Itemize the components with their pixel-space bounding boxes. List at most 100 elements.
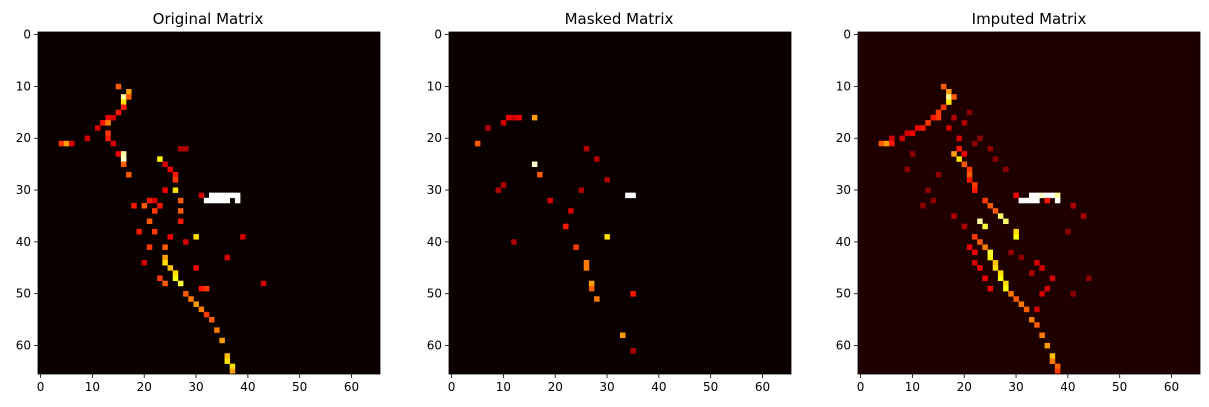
heatmap-cell xyxy=(1039,291,1045,297)
x-ticks-masked: 0 10 20 30 40 50 60 xyxy=(448,374,770,394)
heatmap-cell xyxy=(583,146,590,152)
heatmap-cell xyxy=(219,337,225,344)
heatmap-cell xyxy=(100,120,106,126)
heatmap-cell xyxy=(956,156,962,162)
panel-title-original: Original Matrix xyxy=(153,10,264,28)
heatmap-cell xyxy=(977,218,983,225)
y-tick-label: 60 xyxy=(427,339,442,353)
heatmap-cell xyxy=(961,223,968,230)
heatmap-cell xyxy=(162,280,168,287)
heatmap-cell xyxy=(1034,260,1040,266)
panel-original-matrix: Original Matrix 0 10 20 30 40 50 60 0 10 20 30 40 5… xyxy=(16,10,381,394)
x-tick-label: 60 xyxy=(755,380,770,394)
heatmap-cell xyxy=(1049,192,1056,199)
heatmap-cell xyxy=(1018,301,1025,307)
heatmap-cell xyxy=(920,125,926,131)
heatmap-cell xyxy=(95,125,101,131)
heatmap-cell xyxy=(972,260,978,266)
heatmap-cell xyxy=(183,146,189,152)
heatmap-cell xyxy=(573,244,579,250)
x-tick-label: 0 xyxy=(857,380,865,394)
y-tick-label: 0 xyxy=(23,28,31,42)
x-tick-label: 0 xyxy=(37,380,45,394)
y-ticks-imputed: 0 10 20 30 40 50 60 xyxy=(836,28,858,353)
heatmap-cell xyxy=(224,192,231,199)
heatmap-cell xyxy=(961,161,968,168)
panel-title-masked: Masked Matrix xyxy=(565,10,674,28)
heatmap-cell xyxy=(930,197,937,204)
heatmap-cell xyxy=(630,291,636,297)
heatmap-cell xyxy=(1013,234,1019,240)
y-tick-label: 20 xyxy=(427,131,442,145)
heatmap-cell xyxy=(1034,322,1040,328)
heatmap-cell xyxy=(992,208,999,214)
x-tick-label: 30 xyxy=(1008,380,1023,394)
heatmap-cell xyxy=(972,140,978,147)
heatmap-cell xyxy=(1044,197,1051,204)
heatmap-cell xyxy=(946,94,952,100)
heatmap-cell xyxy=(951,213,957,219)
y-tick-label: 20 xyxy=(16,131,31,145)
heatmap-cell xyxy=(987,249,994,256)
heatmap-cell xyxy=(105,120,111,126)
heatmap-cell xyxy=(1049,358,1056,364)
heatmap-cell xyxy=(126,171,132,178)
heatmap-cell xyxy=(966,166,973,173)
axes-frame-masked xyxy=(448,31,792,375)
heatmap-cell xyxy=(1054,363,1061,370)
heatmap-cell xyxy=(982,223,988,230)
heatmap-cell xyxy=(500,120,507,126)
heatmap-cell xyxy=(997,270,1004,276)
x-tick-label: 20 xyxy=(957,380,972,394)
heatmap-cell xyxy=(987,285,994,292)
heatmap-cell xyxy=(1003,280,1009,287)
y-tick-label: 50 xyxy=(427,287,442,301)
heatmap-cell xyxy=(209,192,215,199)
heatmap-cell xyxy=(188,296,194,302)
heatmap-cell xyxy=(152,197,158,204)
heatmap-cell xyxy=(1065,228,1071,235)
axes-frame-original xyxy=(37,31,381,375)
heatmap-cell xyxy=(500,182,507,188)
heatmap-cell xyxy=(620,332,626,339)
heatmap-cell xyxy=(997,213,1004,219)
heatmap-cell xyxy=(1029,192,1035,199)
heatmap-cell xyxy=(105,135,111,142)
heatmap-cell xyxy=(982,244,988,250)
panel-masked-matrix: Masked Matrix 0 10 20 30 40 50 60 0 10 20 30 40 50 6… xyxy=(427,10,792,394)
heatmap-cell xyxy=(58,140,65,147)
y-tick-label: 10 xyxy=(836,79,851,93)
heatmap-cell xyxy=(909,130,916,136)
heatmap-cell xyxy=(1044,342,1051,349)
heatmap-cell xyxy=(146,197,153,204)
x-tick-label: 50 xyxy=(1112,380,1127,394)
heatmap-cell xyxy=(997,275,1004,282)
heatmap-cell xyxy=(63,140,70,147)
heatmap-cell xyxy=(183,239,189,245)
heatmap-cell xyxy=(946,89,952,95)
heatmap-cell xyxy=(198,285,205,292)
x-ticks-original: 0 10 20 30 40 50 60 xyxy=(37,374,359,394)
heatmap-cell xyxy=(568,208,574,214)
heatmap-cell xyxy=(992,156,999,162)
heatmap-cell xyxy=(966,177,973,183)
heatmap-cell xyxy=(229,368,236,375)
x-tick-label: 40 xyxy=(651,380,666,394)
heatmap-cell xyxy=(1023,306,1030,313)
heatmap-cell xyxy=(992,260,999,266)
heatmap-cell xyxy=(1013,296,1019,302)
y-tick-label: 40 xyxy=(836,235,851,249)
heatmap-cell xyxy=(1029,317,1035,323)
y-tick-label: 0 xyxy=(434,28,442,42)
heatmap-cell xyxy=(234,192,241,199)
heatmap-cell xyxy=(203,311,210,318)
heatmap-cell xyxy=(1080,213,1087,219)
heatmap-cell xyxy=(162,161,168,168)
heatmap-cell xyxy=(935,109,942,116)
x-tick-label: 30 xyxy=(188,380,203,394)
heatmap-cell xyxy=(162,260,168,266)
heatmap-cell xyxy=(495,187,502,193)
heatmap-cell xyxy=(511,114,517,121)
heatmap-cell xyxy=(240,234,246,240)
heatmap-cell xyxy=(229,363,236,370)
